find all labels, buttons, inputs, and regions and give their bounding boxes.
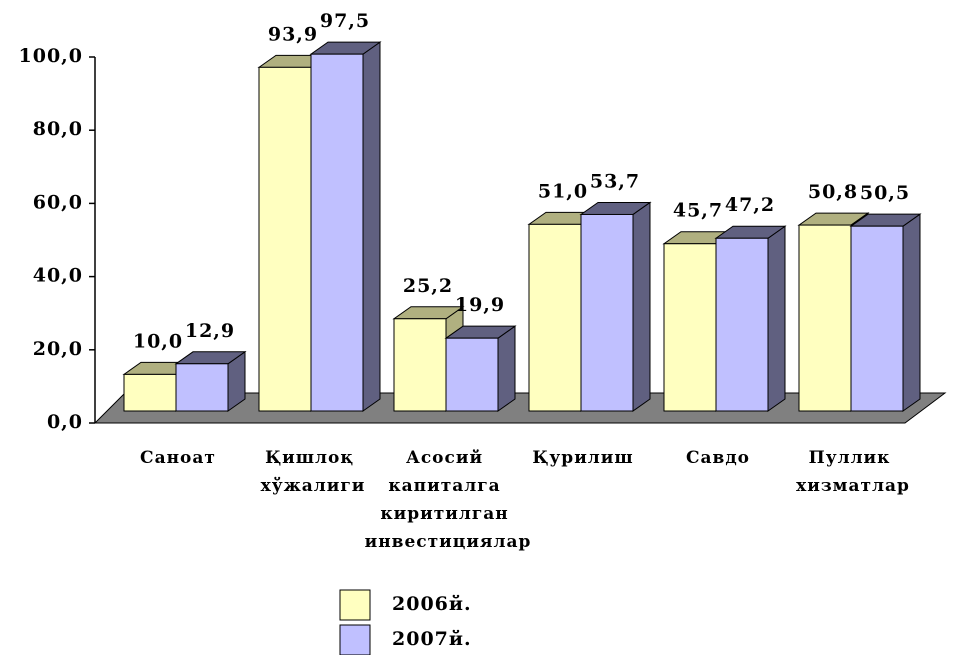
bar <box>444 325 517 412</box>
value-label: 50,5 <box>860 182 910 204</box>
value-label: 25,2 <box>403 275 453 297</box>
x-tick-label: Асосий капиталга киритилган инвестицияла… <box>365 448 532 552</box>
y-tick-label: 80,0 <box>33 118 83 140</box>
legend-swatch <box>339 589 371 621</box>
x-tick-label: Савдо <box>686 448 750 468</box>
x-tick-label: Пуллик хизматлар <box>796 448 910 496</box>
bar-front <box>445 337 499 412</box>
x-tick-line: хизматлар <box>796 476 910 496</box>
bar <box>309 41 382 412</box>
value-label: 53,7 <box>590 170 640 192</box>
x-tick-line: Савдо <box>686 448 750 468</box>
x-tick-line: инвестициялар <box>365 532 532 552</box>
x-tick-label: Саноат <box>140 448 216 468</box>
bar-front <box>850 225 904 412</box>
bar-front <box>580 213 634 412</box>
x-tick-line: Асосий <box>406 448 490 468</box>
x-tick-line: киритилган <box>380 504 515 524</box>
value-label: 12,9 <box>185 320 235 342</box>
bar-side <box>632 201 651 412</box>
x-tick-line: Қурилиш <box>532 448 633 468</box>
bar-front <box>175 363 229 412</box>
bar <box>174 350 247 412</box>
value-label: 19,9 <box>455 294 505 316</box>
bar-front <box>528 223 582 412</box>
y-tick-label: 0,0 <box>47 411 83 433</box>
y-tick-label: 40,0 <box>33 265 83 287</box>
bar <box>579 201 652 412</box>
bar-front <box>798 224 852 412</box>
value-label: 47,2 <box>725 194 775 216</box>
bar-front <box>258 66 312 412</box>
bar-front <box>393 318 447 412</box>
y-tick-label: 60,0 <box>33 191 83 213</box>
y-tick-label: 20,0 <box>33 338 83 360</box>
x-tick-label: Қурилиш <box>532 448 633 468</box>
legend-label: 2007й. <box>392 628 472 650</box>
value-label: 51,0 <box>538 180 588 202</box>
bar-front <box>123 373 177 412</box>
legend-label: 2006й. <box>392 593 472 615</box>
value-label: 45,7 <box>673 200 723 222</box>
bar-side <box>767 225 786 412</box>
y-tick-label: 100,0 <box>19 45 84 67</box>
bar-front <box>715 237 769 412</box>
value-label: 93,9 <box>268 23 318 45</box>
bar-side <box>902 213 921 412</box>
bar-side <box>497 325 516 412</box>
bar-side <box>362 41 381 412</box>
x-tick-label: Қишлоқ хўжалиги <box>261 448 366 496</box>
bar-front <box>663 243 717 412</box>
bar <box>714 225 787 412</box>
x-tick-line: Саноат <box>140 448 216 468</box>
x-tick-line: Пуллик <box>809 448 898 468</box>
legend-swatch <box>339 624 371 655</box>
x-tick-line: хўжалиги <box>261 476 366 496</box>
value-label: 50,8 <box>808 181 858 203</box>
value-label: 10,0 <box>133 330 183 352</box>
bar <box>849 213 922 412</box>
bar-front <box>310 53 364 412</box>
x-tick-line: капиталга <box>388 476 507 496</box>
x-tick-line: Қишлоқ <box>265 448 361 468</box>
value-label: 97,5 <box>320 10 370 32</box>
